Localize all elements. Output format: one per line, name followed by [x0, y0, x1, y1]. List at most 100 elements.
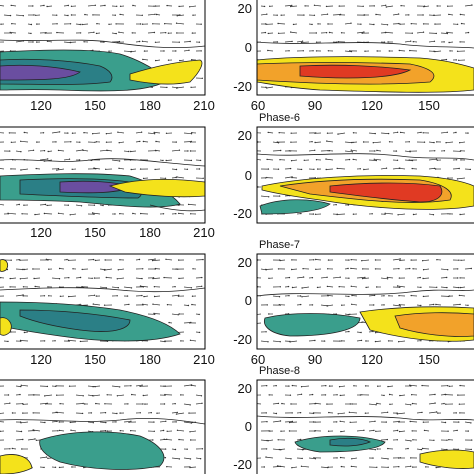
wind-arrow-head	[337, 41, 339, 43]
wind-arrow-head	[421, 384, 423, 387]
wind-arrow-head	[116, 5, 118, 8]
wind-arrow-head	[266, 87, 268, 89]
wind-arrow-head	[84, 13, 86, 16]
wind-arrow-head	[365, 286, 367, 289]
wind-arrow-head	[458, 167, 460, 170]
wind-arrow-head	[410, 40, 412, 42]
wind-arrow	[33, 429, 41, 432]
wind-arrow-head	[289, 394, 292, 396]
wind-arrow	[75, 149, 83, 152]
wind-arrow-head	[153, 295, 156, 298]
wind-arrow-head	[154, 149, 157, 152]
panel-frame	[0, 253, 206, 350]
wind-arrow-head	[79, 32, 82, 34]
wind-arrow-head	[190, 287, 193, 289]
panel-title: Phase-8	[259, 365, 300, 377]
wind-arrow-head	[457, 277, 459, 279]
wind-arrow	[39, 421, 45, 423]
wind-arrow	[356, 31, 364, 34]
wind-arrow-head	[423, 429, 426, 432]
wind-arrow-head	[9, 277, 11, 280]
wind-arrow-head	[168, 321, 170, 324]
wind-arrow-head	[423, 141, 426, 143]
wind-arrow	[337, 132, 346, 135]
wind-arrow-head	[254, 158, 255, 159]
wind-arrow	[171, 168, 177, 170]
wind-arrow-head	[398, 341, 400, 343]
wind-arrow-head	[116, 295, 118, 297]
wind-arrow	[380, 132, 389, 134]
wind-arrow-head	[175, 141, 177, 143]
wind-arrow	[58, 150, 65, 152]
wind-arrow-head	[446, 131, 448, 133]
wind-arrow	[398, 213, 406, 216]
wind-arrow	[10, 32, 17, 34]
panel-frame	[0, 379, 206, 474]
wind-arrow-head	[456, 50, 459, 52]
wind-arrow	[164, 438, 173, 441]
wind-arrow-head	[9, 150, 11, 152]
wind-arrow-head	[141, 277, 143, 280]
wind-arrow	[428, 411, 437, 414]
wind-arrow-head	[35, 439, 38, 441]
wind-arrow	[344, 150, 353, 153]
wind-arrow	[152, 277, 161, 279]
wind-arrow	[292, 286, 298, 288]
wind-arrow-head	[92, 303, 95, 305]
wind-arrow-head	[348, 411, 351, 413]
wind-arrow	[464, 268, 472, 270]
wind-arrow	[0, 421, 5, 423]
wind-arrow-head	[35, 167, 37, 170]
wind-arrow-head	[175, 421, 177, 423]
wind-arrow-head	[289, 167, 292, 170]
wind-arrow-head	[70, 141, 72, 143]
wind-arrow	[385, 32, 394, 34]
wind-arrow-head	[412, 268, 414, 270]
wind-arrow-head	[198, 331, 201, 334]
wind-arrow	[68, 340, 77, 342]
contour-line	[0, 287, 205, 293]
wind-arrow-head	[326, 13, 329, 15]
wind-arrow-head	[291, 420, 294, 423]
wind-arrow	[435, 304, 442, 306]
wind-arrow	[260, 439, 268, 441]
panel-frame	[256, 0, 474, 96]
wind-arrow-head	[365, 340, 367, 342]
wind-arrow-head	[300, 393, 303, 395]
wind-arrow	[11, 5, 17, 7]
wind-arrow	[428, 213, 434, 216]
wind-arrow-head	[178, 149, 181, 151]
wind-arrow-head	[435, 303, 437, 306]
wind-arrow-head	[433, 14, 435, 16]
wind-arrow	[171, 294, 179, 297]
wind-arrow	[51, 277, 60, 280]
wind-arrow-head	[351, 303, 353, 305]
wind-arrow	[452, 286, 459, 288]
wind-arrow	[361, 259, 370, 262]
wind-arrow-head	[398, 49, 400, 52]
wind-arrow-head	[176, 429, 179, 431]
wind-arrow-head	[376, 50, 378, 52]
wind-arrow	[404, 403, 411, 406]
panel-right-row-3: Phase-7 20 0 -20 60 90 120 150	[233, 239, 474, 367]
wind-arrow-head	[363, 168, 365, 171]
wind-arrow-head	[373, 5, 375, 7]
wind-arrow-head	[410, 457, 412, 459]
wind-arrow-head	[444, 421, 447, 424]
wind-arrow-head	[45, 456, 48, 458]
wind-arrow-head	[291, 259, 293, 261]
wind-arrow-head	[387, 385, 389, 388]
wind-arrow-head	[411, 32, 413, 34]
wind-arrow-head	[188, 49, 190, 51]
wind-arrow-head	[301, 296, 303, 298]
wind-arrow-head	[351, 141, 353, 144]
wind-arrow	[344, 141, 352, 143]
wind-arrow-head	[72, 268, 74, 270]
wind-arrow-head	[398, 167, 400, 169]
wind-arrow	[339, 385, 346, 388]
wind-arrow-head	[389, 403, 391, 405]
wind-arrow-head	[154, 258, 156, 260]
wind-arrow-head	[436, 141, 438, 143]
wind-arrow-head	[191, 59, 193, 61]
